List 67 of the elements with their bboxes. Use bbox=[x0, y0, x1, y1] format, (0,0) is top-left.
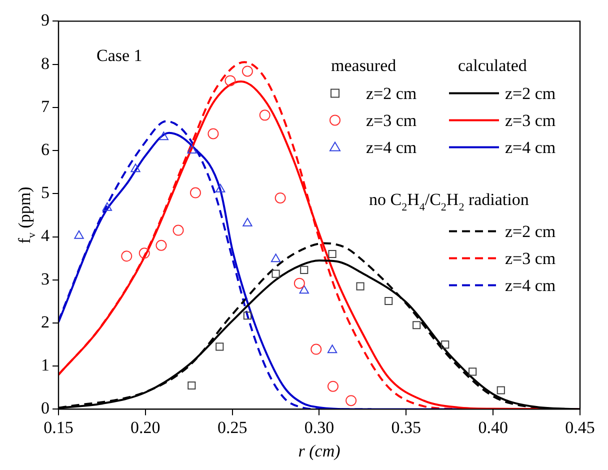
point bbox=[243, 312, 252, 320]
point bbox=[300, 266, 308, 274]
point bbox=[158, 132, 168, 140]
point bbox=[102, 202, 112, 211]
x-tick-label: 0.25 bbox=[217, 418, 248, 437]
y-tick-label: 6 bbox=[41, 140, 50, 159]
y-tick-label: 5 bbox=[41, 183, 50, 202]
point bbox=[190, 187, 201, 198]
point bbox=[496, 386, 505, 394]
y-tick-label: 0 bbox=[41, 398, 50, 418]
y-tick-label: 8 bbox=[41, 54, 50, 73]
point bbox=[242, 66, 253, 77]
y-tick-label: 2 bbox=[41, 312, 50, 332]
point bbox=[121, 250, 132, 262]
point bbox=[384, 296, 393, 306]
point bbox=[74, 230, 84, 239]
x-tick-label: 0.20 bbox=[130, 418, 160, 437]
legend-label: z=4 cm bbox=[366, 138, 417, 158]
point bbox=[294, 278, 305, 289]
legend-label: z=4 cm bbox=[505, 276, 556, 296]
point bbox=[138, 248, 150, 259]
point bbox=[274, 192, 286, 204]
point bbox=[272, 270, 280, 278]
point bbox=[216, 184, 226, 192]
point bbox=[441, 340, 450, 349]
point bbox=[216, 342, 224, 351]
point bbox=[130, 164, 140, 172]
annotation: Case 1 bbox=[96, 46, 142, 66]
y-tick-label: 9 bbox=[41, 10, 50, 30]
point bbox=[327, 344, 338, 354]
point bbox=[188, 381, 196, 390]
point bbox=[224, 75, 236, 86]
point bbox=[412, 321, 421, 330]
point bbox=[208, 128, 219, 140]
annotation: calculated bbox=[458, 56, 528, 76]
legend-label: z=3 cm bbox=[505, 249, 556, 268]
x-tick-label: 0.30 bbox=[304, 418, 334, 437]
point bbox=[468, 368, 477, 376]
point bbox=[327, 380, 338, 392]
annotation: measured bbox=[331, 56, 397, 76]
point bbox=[356, 282, 364, 290]
point bbox=[270, 254, 281, 262]
legend-label: z=3 cm bbox=[505, 111, 556, 130]
legend-label: z=3 cm bbox=[366, 111, 417, 130]
x-tick-label: 0.40 bbox=[478, 418, 508, 437]
y-tick-label: 4 bbox=[41, 226, 50, 246]
point bbox=[310, 344, 322, 355]
point bbox=[172, 224, 184, 236]
y-tick-label: 7 bbox=[41, 96, 50, 116]
y-axis-title: fv (ppm) bbox=[15, 186, 38, 244]
legend-label: z=2 cm bbox=[366, 84, 417, 104]
legend-label: z=2 cm bbox=[505, 222, 556, 242]
legend-label: z=2 cm bbox=[505, 84, 556, 104]
x-tick-label: 0.45 bbox=[565, 418, 595, 437]
y-tick-label: 3 bbox=[41, 269, 50, 288]
point bbox=[259, 110, 270, 121]
point bbox=[187, 145, 197, 154]
legend-label: z=4 cm bbox=[505, 138, 556, 158]
x-tick-label: 0.15 bbox=[44, 418, 74, 437]
x-axis-title: r (cm) bbox=[298, 441, 341, 460]
point bbox=[242, 218, 252, 226]
x-tick-label: 0.35 bbox=[391, 418, 422, 437]
point bbox=[299, 285, 309, 294]
point bbox=[328, 250, 336, 258]
point bbox=[346, 395, 357, 406]
point bbox=[156, 240, 167, 251]
y-tick-label: 1 bbox=[41, 356, 50, 375]
